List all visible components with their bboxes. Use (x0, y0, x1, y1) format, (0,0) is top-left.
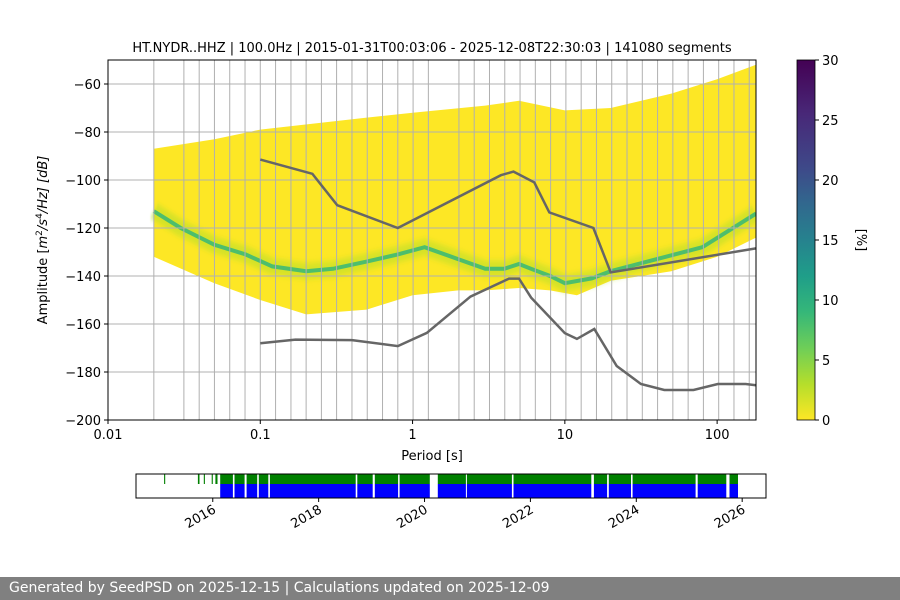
coverage-segment (211, 474, 213, 484)
coverage-segment (466, 474, 512, 484)
coverage-segment (513, 474, 592, 484)
y-tick-label: −80 (74, 126, 101, 141)
plot-frame (107, 59, 757, 421)
coverage-segment (593, 484, 608, 498)
psd-mode-ridge (152, 209, 756, 286)
coverage-segment (632, 484, 696, 498)
coverage-segment (697, 484, 727, 498)
coverage-segment (399, 474, 430, 484)
footer-bar: Generated by SeedPSD on 2025-12-15 | Cal… (0, 577, 900, 600)
x-tick-label: 100 (705, 428, 730, 443)
x-tick-label: 0.1 (250, 428, 271, 443)
coverage-segment (234, 484, 245, 498)
colorbar-tick-label: 15 (822, 234, 839, 249)
data-coverage-timeline: 2016 2018 2020 2022 2024 2026 (135, 473, 767, 532)
coverage-segment (269, 474, 356, 484)
high-noise-model-line (259, 158, 756, 274)
psd-coverage-bars (220, 484, 738, 498)
x-tick-label: 0.01 (94, 428, 123, 443)
chart-title: HT.NYDR..HHZ | 100.0Hz | 2015-01-31T00:0… (132, 41, 732, 56)
coverage-segment (374, 484, 399, 498)
coverage-segment (220, 474, 233, 484)
waveform-coverage-bars (164, 474, 738, 484)
coverage-segment (258, 484, 269, 498)
coverage-segment (374, 474, 399, 484)
coverage-segment (399, 484, 430, 498)
x-axis-ticks: 0.01 0.1 1 10 100 (94, 420, 730, 443)
x-tick-label: 1 (408, 428, 416, 443)
x-axis-label: Period [s] (401, 449, 463, 464)
coverage-segment (608, 484, 631, 498)
coverage-segment (164, 474, 166, 484)
y-tick-label: −140 (65, 270, 101, 285)
coverage-segment (197, 474, 200, 484)
coverage-segment (357, 484, 373, 498)
year-tick-label: 2018 (288, 502, 324, 532)
colorbar-tick-label: 5 (822, 354, 830, 369)
coverage-segment (215, 474, 218, 484)
amplitude-gridlines (108, 83, 756, 420)
coverage-segment (437, 484, 466, 498)
y-tick-label: −180 (65, 366, 101, 381)
coverage-segment (258, 474, 269, 484)
coverage-segment (269, 484, 356, 498)
coverage-segment (246, 474, 258, 484)
y-axis-ticks: −60 −80 −100 −120 −140 −160 −180 −200 (65, 78, 108, 429)
colorbar-label: [%] (853, 229, 868, 252)
year-tick-label: 2016 (183, 502, 219, 532)
footer-text: Generated by SeedPSD on 2025-12-15 | Cal… (9, 580, 550, 596)
coverage-segment (632, 474, 696, 484)
coverage-segment (203, 474, 205, 484)
colorbar-ticks: 0 5 10 15 20 25 30 (815, 54, 839, 429)
y-tick-label: −60 (74, 78, 101, 93)
colorbar-gradient (796, 59, 816, 421)
colorbar-tick-label: 20 (822, 174, 839, 189)
colorbar-tick-label: 0 (822, 414, 830, 429)
colorbar-tick-label: 10 (822, 294, 839, 309)
colorbar-tick-label: 25 (822, 114, 839, 129)
coverage-segment (234, 474, 245, 484)
coverage-segment (246, 484, 258, 498)
coverage-segment (729, 474, 738, 484)
coverage-segment (513, 484, 592, 498)
y-tick-label: −100 (65, 174, 101, 189)
year-tick-label: 2026 (712, 502, 748, 532)
y-tick-label: −120 (65, 222, 101, 237)
coverage-segment (220, 484, 233, 498)
coverage-segment (593, 474, 608, 484)
y-tick-label: −200 (65, 414, 101, 429)
y-axis-label: Amplitude [m2/s4/Hz] [dB] (35, 156, 51, 325)
coverage-segment (437, 474, 466, 484)
timeline-frame (135, 473, 767, 499)
x-tick-label: 10 (557, 428, 574, 443)
y-tick-label: −160 (65, 318, 101, 333)
colorbar: 0 5 10 15 20 25 30 [%] (796, 54, 868, 429)
psd-probability-band (153, 64, 756, 315)
coverage-segment (357, 474, 373, 484)
psd-plot-area: 0.01 0.1 1 10 100 −60 −80 −100 −120 −140 −160 −180… (35, 59, 757, 464)
coverage-segment (729, 484, 738, 498)
year-tick-label: 2024 (606, 502, 642, 532)
low-noise-model-line (260, 277, 756, 392)
year-tick-label: 2022 (500, 502, 536, 532)
timeline-year-ticks: 2016 2018 2020 2022 2024 2026 (183, 498, 748, 532)
coverage-segment (608, 474, 631, 484)
coverage-segment (697, 474, 727, 484)
colorbar-tick-label: 30 (822, 54, 839, 69)
year-tick-label: 2020 (394, 502, 430, 532)
coverage-segment (466, 484, 512, 498)
